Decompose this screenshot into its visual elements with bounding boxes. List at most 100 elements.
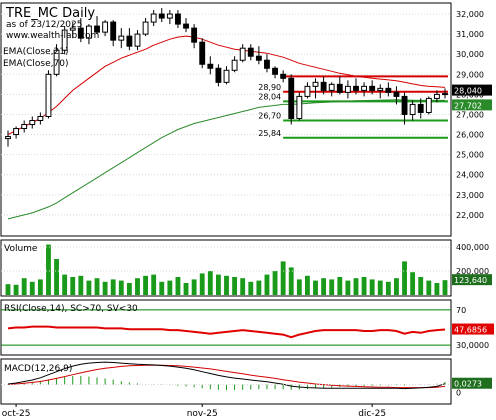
rsi-line (7, 325, 446, 339)
candle-body (336, 83, 343, 93)
candle-body (344, 85, 351, 93)
x-tick-label: nov-25 (187, 409, 218, 419)
candle (425, 96, 432, 115)
rsi-label: RSI(Close,14), SC>70, SV<30 (4, 304, 138, 314)
volume-tick-label: 200,000 (456, 267, 489, 276)
candle-body (102, 21, 109, 33)
rsi-last-text: 47,6856 (454, 326, 487, 335)
macd-line (7, 361, 446, 390)
candle (142, 18, 149, 37)
candle-body (280, 73, 287, 79)
candle (85, 24, 92, 45)
candle-body (21, 124, 28, 130)
candle-body (231, 59, 238, 71)
volume-bar (329, 279, 335, 295)
candle (183, 18, 189, 33)
volume-bar (434, 283, 440, 295)
price-tick-label: 27,000 (456, 110, 484, 119)
volume-bar (29, 281, 35, 295)
candle (207, 56, 214, 75)
volume-bar (394, 278, 399, 295)
candle-body (312, 81, 319, 87)
price-axis: 32,00031,00030,00029,00028,00027,00026,0… (452, 10, 492, 220)
candle-body (255, 55, 262, 61)
candle (401, 92, 408, 125)
candle (126, 28, 133, 51)
volume-bar (135, 278, 140, 295)
candle-body (85, 25, 92, 39)
price-tick-label: 30,000 (456, 50, 484, 59)
volume-bar (402, 261, 407, 295)
candle-body (61, 29, 68, 51)
price-tick-label: 22,000 (456, 211, 484, 220)
rsi-axis: 70 30,0000 47,6856 (452, 306, 494, 350)
volume-bar (86, 280, 92, 295)
volume-bar (102, 281, 108, 295)
candle-body (191, 27, 198, 43)
volume-bar (143, 275, 149, 295)
candle (118, 28, 125, 49)
website-label: www.wealth-lab.com (6, 31, 99, 41)
candle-body (320, 81, 327, 91)
candle (272, 66, 278, 79)
candle (361, 82, 368, 97)
candle (134, 30, 141, 51)
volume-bar (5, 284, 11, 295)
volume-bar (151, 274, 157, 295)
candle (264, 54, 270, 73)
x-axis: oct-25 nov-25 dic-25 (2, 404, 386, 419)
candle-body (361, 85, 368, 91)
candle (94, 16, 100, 35)
candle (377, 84, 384, 99)
last-price-label-text: 28,040 (454, 87, 482, 96)
macd-label: MACD(12,26,9) (4, 364, 72, 374)
macd-axis: 00,0273 (1, 377, 492, 398)
level-label: 26,70 (258, 112, 281, 121)
candle (312, 78, 319, 99)
volume-bar (418, 277, 424, 295)
candle (102, 20, 109, 37)
rsi-panel: 70 30,0000 47,6856 RSI(Close,14), SC>70, S… (0, 299, 494, 356)
volume-last-label: 123,640 (452, 274, 492, 286)
candle (304, 82, 311, 99)
candle (158, 8, 165, 23)
candle (199, 38, 206, 69)
volume-bar (215, 274, 221, 295)
volume-bar (175, 277, 181, 295)
candle-body (166, 13, 173, 19)
candle-body (29, 120, 36, 126)
candle-body (385, 87, 392, 93)
candle (21, 120, 28, 133)
price-tick-label: 31,000 (456, 30, 484, 39)
candle (433, 90, 440, 103)
candle (53, 44, 60, 77)
candle-body (393, 91, 400, 97)
candle (5, 130, 11, 147)
rsi-last-box (452, 323, 494, 335)
volume-tick-label: 400,000 (456, 243, 489, 252)
volume-bar (224, 275, 229, 295)
level-label: 28,04 (258, 92, 281, 101)
candle-body (199, 41, 206, 65)
volume-bar (167, 280, 173, 295)
macd-last-text: 0,0273 (454, 380, 482, 389)
volume-last-text: 123,640 (454, 276, 487, 285)
candle-body (94, 25, 100, 33)
candle (231, 56, 238, 73)
macd-last-label: 0,0273 (452, 377, 492, 389)
volume-bar (288, 267, 294, 295)
ema70-price-label-box (452, 99, 492, 111)
candle (385, 82, 392, 97)
volume-bar (159, 281, 165, 295)
volume-bar (70, 277, 76, 295)
candle-body (13, 128, 20, 136)
candle-body (328, 83, 335, 91)
volume-bar (264, 274, 270, 295)
volume-bar (191, 279, 197, 295)
candle (150, 10, 157, 27)
candle (247, 44, 254, 61)
volume-bar (126, 283, 132, 295)
candle (45, 70, 52, 119)
